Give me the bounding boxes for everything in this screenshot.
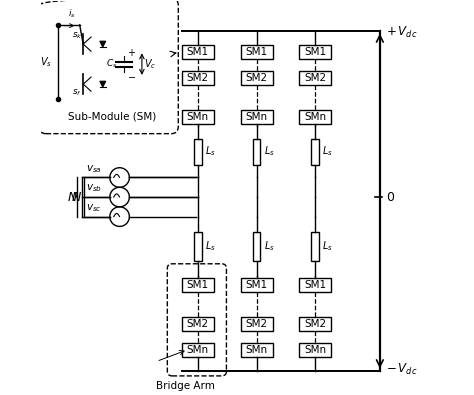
Bar xyxy=(240,45,273,59)
Bar xyxy=(299,318,331,331)
Text: SMn: SMn xyxy=(246,345,268,355)
Bar xyxy=(182,343,214,357)
Text: $-$: $-$ xyxy=(128,71,137,81)
Text: SM2: SM2 xyxy=(304,73,326,83)
Bar xyxy=(182,71,214,85)
Bar xyxy=(182,278,214,292)
Text: SMn: SMn xyxy=(246,112,268,122)
Bar xyxy=(299,278,331,292)
Text: $L_s$: $L_s$ xyxy=(322,145,333,158)
Bar xyxy=(253,139,261,165)
Bar xyxy=(299,45,331,59)
Bar xyxy=(194,231,202,261)
Bar xyxy=(240,110,273,124)
Text: SMn: SMn xyxy=(187,112,209,122)
Bar xyxy=(311,139,319,165)
Text: SMn: SMn xyxy=(187,345,209,355)
Text: $0$: $0$ xyxy=(386,190,395,203)
Text: $V_s$: $V_s$ xyxy=(40,55,52,69)
Text: $v_{sb}$: $v_{sb}$ xyxy=(86,182,102,194)
Bar xyxy=(299,71,331,85)
Text: SM2: SM2 xyxy=(246,319,268,329)
Text: SM1: SM1 xyxy=(304,47,326,57)
Bar xyxy=(240,343,273,357)
Text: $v_{sa}$: $v_{sa}$ xyxy=(86,163,102,175)
Polygon shape xyxy=(100,41,106,47)
Text: $L_s$: $L_s$ xyxy=(205,240,216,253)
Text: SM1: SM1 xyxy=(187,47,209,57)
Text: $-\,V_{dc}$: $-\,V_{dc}$ xyxy=(386,362,417,377)
Text: SM1: SM1 xyxy=(246,47,268,57)
Text: SM1: SM1 xyxy=(246,280,268,290)
Polygon shape xyxy=(100,81,106,87)
Bar xyxy=(194,139,202,165)
Bar xyxy=(182,45,214,59)
Bar xyxy=(182,318,214,331)
Text: SM2: SM2 xyxy=(304,319,326,329)
Text: $+$: $+$ xyxy=(128,47,137,58)
Bar xyxy=(299,343,331,357)
Text: $s_f$: $s_f$ xyxy=(73,88,82,98)
Bar xyxy=(240,71,273,85)
Text: $i_s$: $i_s$ xyxy=(68,8,75,20)
Text: $s_k$: $s_k$ xyxy=(72,30,82,41)
Text: $L_s$: $L_s$ xyxy=(264,145,274,158)
Text: $C_s$: $C_s$ xyxy=(106,58,117,70)
Text: $L_s$: $L_s$ xyxy=(205,145,216,158)
Text: $N$: $N$ xyxy=(71,190,82,203)
Text: SM1: SM1 xyxy=(187,280,209,290)
Bar xyxy=(253,231,261,261)
Text: $V_c$: $V_c$ xyxy=(144,57,156,71)
Text: SMn: SMn xyxy=(304,112,326,122)
Bar xyxy=(311,231,319,261)
Text: Bridge Arm: Bridge Arm xyxy=(156,381,215,391)
Text: $L_s$: $L_s$ xyxy=(264,240,274,253)
Text: $v_{sc}$: $v_{sc}$ xyxy=(86,202,102,214)
Text: SM2: SM2 xyxy=(187,73,209,83)
Bar xyxy=(240,278,273,292)
Bar xyxy=(299,110,331,124)
Text: SM2: SM2 xyxy=(246,73,268,83)
Text: SM1: SM1 xyxy=(304,280,326,290)
Text: $L_s$: $L_s$ xyxy=(322,240,333,253)
Bar xyxy=(240,318,273,331)
Text: $+\,V_{dc}$: $+\,V_{dc}$ xyxy=(386,25,417,40)
Text: SM2: SM2 xyxy=(187,319,209,329)
Text: SMn: SMn xyxy=(304,345,326,355)
Bar xyxy=(182,110,214,124)
Text: $N$: $N$ xyxy=(67,190,78,203)
Text: Sub-Module (SM): Sub-Module (SM) xyxy=(68,112,157,122)
